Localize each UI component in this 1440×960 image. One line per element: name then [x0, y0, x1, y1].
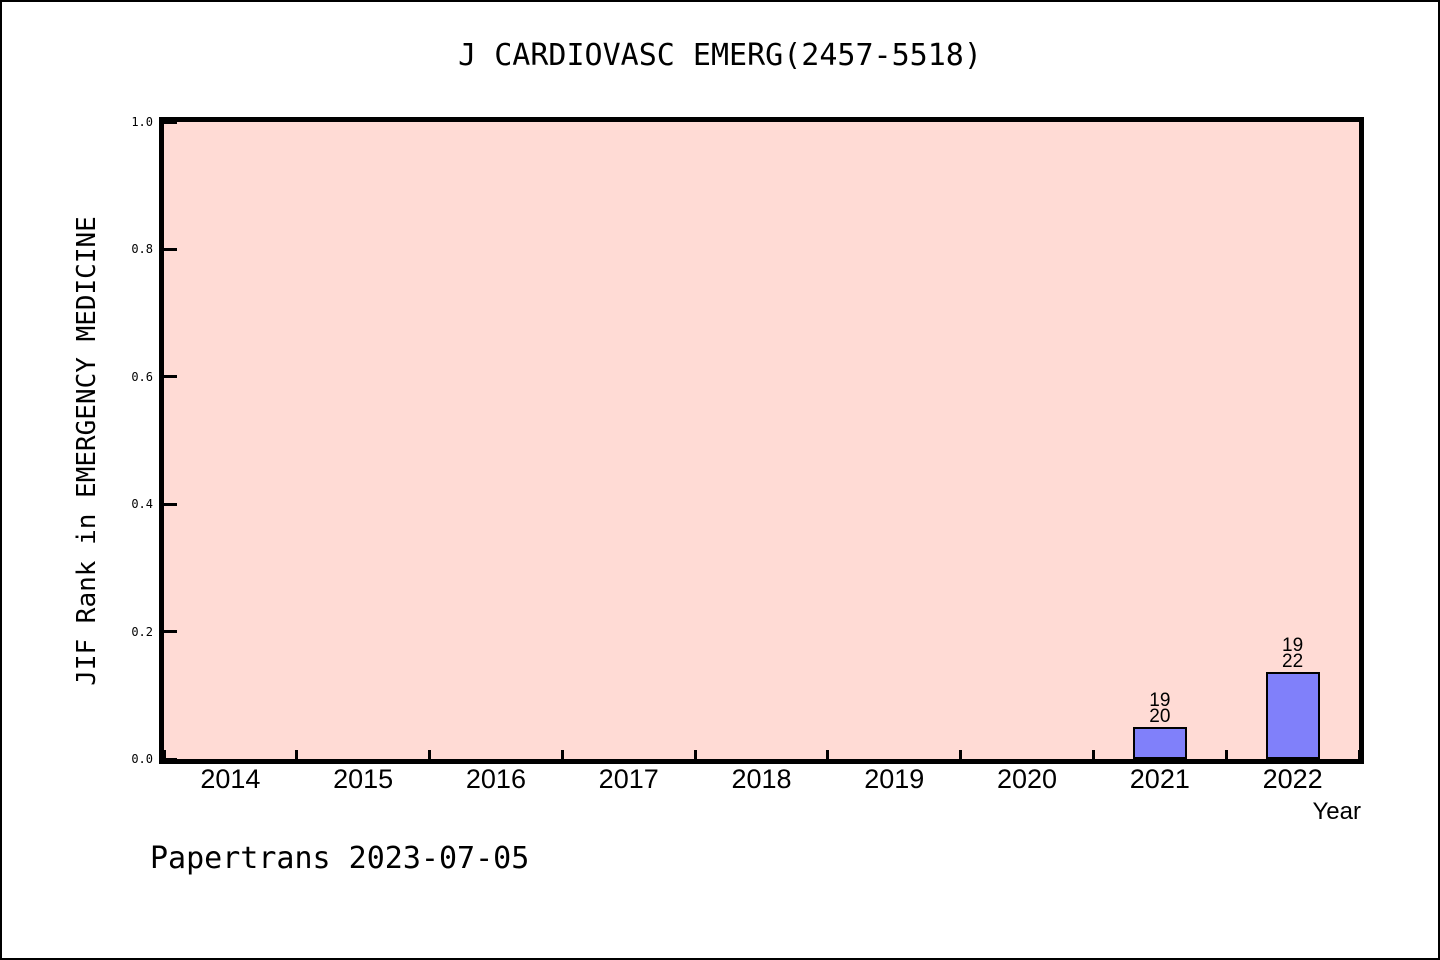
bar-2021 [1132, 727, 1187, 759]
x-tick-label-2021: 2021 [1129, 764, 1190, 794]
y-tick-mark [164, 757, 177, 761]
x-tick-mark [693, 750, 697, 759]
x-tick-mark [1357, 750, 1361, 759]
plot-area [159, 117, 1364, 764]
x-tick-mark [560, 750, 564, 759]
x-tick-mark [1091, 750, 1095, 759]
watermark-text: Papertrans 2023-07-05 [150, 841, 530, 876]
x-axis-label: Year [1312, 798, 1362, 825]
x-tick-mark [162, 750, 166, 759]
y-tick-label: 1.0 [131, 115, 153, 129]
y-tick-mark [164, 375, 177, 379]
x-tick-mark [428, 750, 432, 759]
x-tick-label-2014: 2014 [200, 764, 261, 794]
chart-title: J CARDIOVASC EMERG(2457-5518) [458, 38, 982, 73]
y-tick-label: 0.6 [131, 369, 153, 384]
bar-label-2021: 19 20 [1149, 690, 1171, 728]
y-tick-label: 0.2 [131, 624, 153, 639]
x-tick-mark [959, 750, 963, 759]
bar-2022 [1265, 672, 1320, 759]
x-tick-label-2019: 2019 [864, 764, 925, 794]
y-tick-label: 0.0 [131, 752, 153, 766]
y-tick-label: 0.4 [131, 497, 153, 512]
bar-label-2022: 19 22 [1282, 635, 1304, 673]
y-tick-mark [164, 630, 177, 634]
x-tick-label-2015: 2015 [333, 764, 394, 794]
x-tick-mark [826, 750, 830, 759]
x-tick-mark [1224, 750, 1228, 759]
y-tick-mark [164, 120, 177, 124]
x-tick-label-2020: 2020 [997, 764, 1058, 794]
y-tick-mark [164, 502, 177, 506]
y-axis-label: JIF Rank in EMERGENCY MEDICINE [72, 216, 102, 686]
x-tick-label-2022: 2022 [1262, 764, 1323, 794]
y-tick-label: 0.8 [131, 242, 153, 257]
x-tick-label-2017: 2017 [598, 764, 659, 794]
x-tick-mark [295, 750, 299, 759]
x-tick-label-2018: 2018 [731, 764, 792, 794]
y-tick-mark [164, 247, 177, 251]
x-tick-label-2016: 2016 [465, 764, 526, 794]
